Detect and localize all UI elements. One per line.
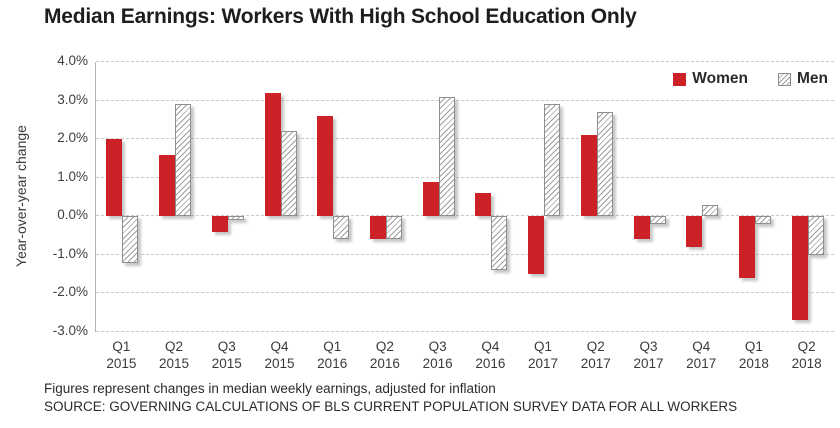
legend-label-women: Women: [692, 70, 748, 87]
x-tick-label-Q4-2015: Q4 2015: [264, 339, 295, 371]
bar-women-Q3-2015: [211, 216, 228, 232]
bar-women-Q1-2018: [738, 216, 755, 278]
legend-label-men: Men: [797, 70, 828, 87]
bar-women-Q2-2015: [159, 154, 176, 217]
bar-men-Q4-2016: [491, 216, 508, 271]
x-tick-label-Q1-2017: Q1 2017: [528, 339, 559, 371]
gridline-3.0%: [96, 99, 834, 101]
legend-item-men: Men: [778, 70, 828, 88]
bar-women-Q4-2016: [475, 193, 492, 217]
y-tick-label: 3.0%: [57, 91, 88, 107]
x-tick-label-Q1-2016: Q1 2016: [317, 339, 348, 371]
bar-women-Q4-2017: [686, 216, 703, 248]
x-tick-label-Q1-2015: Q1 2015: [106, 339, 137, 371]
x-tick-label-Q2-2015: Q2 2015: [159, 339, 190, 371]
gridline-1.0%: [96, 176, 834, 178]
bar-men-Q2-2015: [175, 104, 192, 217]
bar-men-Q4-2017: [702, 204, 719, 217]
women-swatch-icon: [673, 72, 687, 86]
plot-area: [95, 61, 834, 332]
bar-women-Q3-2017: [633, 216, 650, 240]
x-tick-label-Q3-2016: Q3 2016: [422, 339, 453, 371]
gridline-0.0%: [96, 215, 834, 217]
y-tick-label: -1.0%: [52, 245, 88, 261]
y-tick-label: -3.0%: [52, 323, 88, 338]
bar-men-Q2-2016: [385, 216, 402, 240]
legend-item-women: Women: [673, 70, 748, 88]
bar-men-Q1-2018: [754, 216, 771, 224]
bar-men-Q1-2017: [544, 104, 561, 217]
bar-men-Q1-2016: [333, 216, 350, 240]
gridline--3.0%: [96, 331, 834, 332]
bar-women-Q2-2016: [369, 216, 386, 240]
bar-women-Q4-2015: [264, 92, 281, 217]
legend: Women Men: [673, 70, 828, 88]
bar-men-Q3-2017: [649, 216, 666, 224]
x-tick-label-Q2-2018: Q2 2018: [791, 339, 822, 371]
gridline-2.0%: [96, 138, 834, 140]
x-tick-label-Q2-2017: Q2 2017: [580, 339, 611, 371]
y-tick-label: 0.0%: [57, 207, 88, 223]
x-tick-label-Q4-2016: Q4 2016: [475, 339, 506, 371]
bar-women-Q2-2017: [580, 135, 597, 217]
y-tick-label: 1.0%: [57, 168, 88, 184]
bar-men-Q4-2015: [280, 131, 297, 217]
y-tick-label: 4.0%: [57, 53, 88, 68]
gridline--2.0%: [96, 292, 834, 294]
gridline-4.0%: [96, 61, 834, 62]
x-tick-label-Q3-2017: Q3 2017: [633, 339, 664, 371]
bar-women-Q1-2015: [106, 139, 123, 217]
chart-title: Median Earnings: Workers With High Schoo…: [44, 5, 637, 28]
y-tick-label: -2.0%: [52, 284, 88, 300]
y-axis-label: Year-over-year change: [13, 125, 29, 267]
x-tick-label-Q2-2016: Q2 2016: [369, 339, 400, 371]
bar-men-Q3-2015: [227, 216, 244, 221]
bar-women-Q1-2017: [528, 216, 545, 275]
y-tick-label: 2.0%: [57, 130, 88, 146]
men-swatch-icon: [778, 72, 791, 86]
bar-women-Q1-2016: [317, 116, 334, 217]
footnote-text: Figures represent changes in median week…: [44, 381, 496, 396]
bar-men-Q2-2017: [596, 112, 613, 217]
bar-men-Q2-2018: [807, 216, 824, 255]
x-tick-label-Q3-2015: Q3 2015: [211, 339, 242, 371]
x-tick-label-Q1-2018: Q1 2018: [738, 339, 769, 371]
bar-men-Q3-2016: [438, 96, 455, 217]
bar-men-Q1-2015: [122, 216, 139, 263]
x-tick-label-Q4-2017: Q4 2017: [686, 339, 717, 371]
bar-women-Q3-2016: [422, 181, 439, 217]
gridline--1.0%: [96, 253, 834, 255]
bar-women-Q2-2018: [791, 216, 808, 321]
source-text: SOURCE: GOVERNING CALCULATIONS OF BLS CU…: [44, 399, 738, 414]
